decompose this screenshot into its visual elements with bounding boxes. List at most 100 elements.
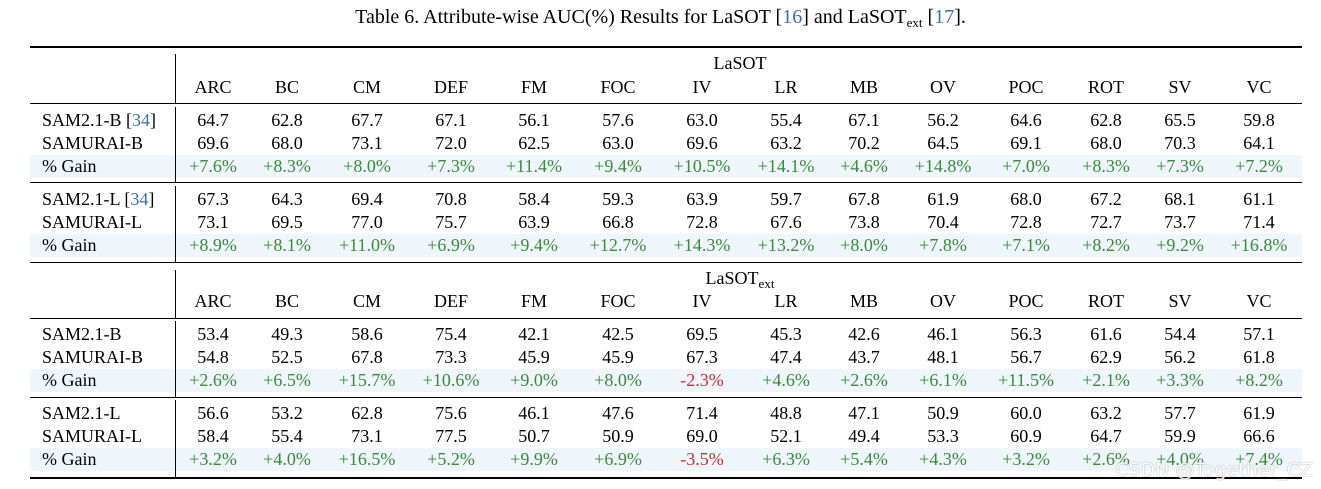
column-header: SV (1168, 77, 1192, 97)
table-cell: 68.0 (1010, 189, 1042, 209)
gain-cell: +8.2% (1235, 370, 1283, 390)
table-cell: 69.0 (686, 426, 718, 446)
table-cell: 68.1 (1164, 189, 1196, 209)
table-cell: 70.8 (435, 189, 467, 209)
gain-cell: -2.3% (680, 370, 724, 390)
gain-cell: +4.6% (762, 370, 810, 390)
table-cell: 55.4 (770, 110, 802, 130)
gain-cell: +6.3% (762, 449, 810, 469)
column-header: LR (774, 291, 798, 311)
table-cell: 69.6 (197, 133, 229, 153)
citation-link-34[interactable]: 34 (130, 189, 149, 209)
header-rule (30, 103, 1302, 104)
gain-cell: +8.0% (594, 370, 642, 390)
column-header: FM (520, 291, 547, 311)
table-cell: 64.7 (1090, 426, 1122, 446)
column-header: LR (774, 77, 798, 97)
column-header: DEF (433, 77, 468, 97)
table-cell: 61.6 (1090, 324, 1122, 344)
table-cell: 61.8 (1243, 347, 1275, 367)
gain-cell: +11.4% (506, 156, 562, 176)
column-header: SV (1168, 291, 1192, 311)
column-header: MB (849, 77, 878, 97)
table-cell: 50.9 (927, 403, 959, 423)
gain-cell: +5.4% (840, 449, 888, 469)
column-header: IV (692, 77, 712, 97)
table-cell: 42.1 (518, 324, 550, 344)
dataset-name: LaSOT (640, 52, 840, 74)
dataset-name-text: LaSOT (705, 268, 759, 288)
gain-cell: +13.2% (757, 235, 815, 255)
table-cell: 75.7 (435, 212, 467, 232)
gain-cell: +8.3% (263, 156, 311, 176)
table-cell: 64.7 (197, 110, 229, 130)
tracker-name: SAM2.1-B (42, 323, 122, 345)
column-header: POC (1008, 77, 1044, 97)
table-cell: 63.0 (602, 133, 634, 153)
table-cell: 67.8 (351, 347, 383, 367)
table-cell: 72.0 (435, 133, 467, 153)
table-cell: 68.0 (1090, 133, 1122, 153)
table-cell: 49.3 (271, 324, 303, 344)
tracker-label: SAMURAI-L (42, 426, 143, 446)
group-rule (30, 397, 1302, 398)
tracker-label: SAM2.1-L [ (42, 189, 131, 209)
gain-cell: +6.9% (427, 235, 475, 255)
table-cell: 62.8 (351, 403, 383, 423)
group-rule (30, 262, 1302, 263)
table-cell: 64.5 (927, 133, 959, 153)
tracker-name: SAM2.1-L [34] (42, 188, 154, 210)
column-header: MB (849, 291, 878, 311)
table-cell: 45.9 (518, 347, 550, 367)
gain-cell: +4.3% (919, 449, 967, 469)
gain-cell: +4.6% (840, 156, 888, 176)
table-cell: 45.9 (602, 347, 634, 367)
column-header: OV (930, 77, 956, 97)
table-cell: 57.1 (1243, 324, 1275, 344)
gain-cell: +7.3% (427, 156, 475, 176)
table-cell: 60.0 (1010, 403, 1042, 423)
table-cell: 73.1 (351, 426, 383, 446)
tracker-name: SAM2.1-L (42, 402, 121, 424)
citation-link-34[interactable]: 34 (132, 110, 151, 130)
table-cell: 66.8 (602, 212, 634, 232)
table-caption: Table 6. Attribute-wise AUC(%) Results f… (355, 6, 966, 30)
gain-cell: +8.3% (1082, 156, 1130, 176)
table-cell: 63.2 (1090, 403, 1122, 423)
gain-cell: +5.2% (427, 449, 475, 469)
tracker-label: SAMURAI-B (42, 133, 144, 153)
table-cell: 70.2 (848, 133, 880, 153)
gain-cell: +7.4% (1235, 449, 1283, 469)
table-cell: 59.7 (770, 189, 802, 209)
gain-cell: +9.4% (594, 156, 642, 176)
table-cell: 67.3 (686, 347, 718, 367)
table-cell: 73.1 (197, 212, 229, 232)
gain-cell: +7.2% (1235, 156, 1283, 176)
table-cell: 64.3 (271, 189, 303, 209)
table-cell: 63.9 (518, 212, 550, 232)
tracker-label: SAM2.1-B [ (42, 110, 133, 130)
citation-link-16[interactable]: 16 (782, 6, 803, 28)
table-cell: 64.6 (1010, 110, 1042, 130)
table-cell: 67.7 (351, 110, 383, 130)
gain-cell: +8.0% (343, 156, 391, 176)
gain-cell: +8.2% (1082, 235, 1130, 255)
table-cell: 60.9 (1010, 426, 1042, 446)
bottom-rule (30, 477, 1302, 479)
citation-link-17[interactable]: 17 (934, 6, 955, 28)
table-cell: 61.1 (1243, 189, 1275, 209)
gain-cell: +7.6% (189, 156, 237, 176)
table-cell: 42.5 (602, 324, 634, 344)
table-cell: 63.9 (686, 189, 718, 209)
table-cell: 58.6 (351, 324, 383, 344)
column-header: FOC (600, 291, 636, 311)
gain-cell: +3.3% (1156, 370, 1204, 390)
gain-cell: +14.3% (673, 235, 731, 255)
tracker-label: SAM2.1-L (42, 403, 121, 423)
gain-cell: +9.4% (510, 235, 558, 255)
table-cell: 53.4 (197, 324, 229, 344)
table-cell: 58.4 (518, 189, 550, 209)
table-cell: 58.4 (197, 426, 229, 446)
table-cell: 72.8 (1010, 212, 1042, 232)
table-cell: 50.9 (602, 426, 634, 446)
